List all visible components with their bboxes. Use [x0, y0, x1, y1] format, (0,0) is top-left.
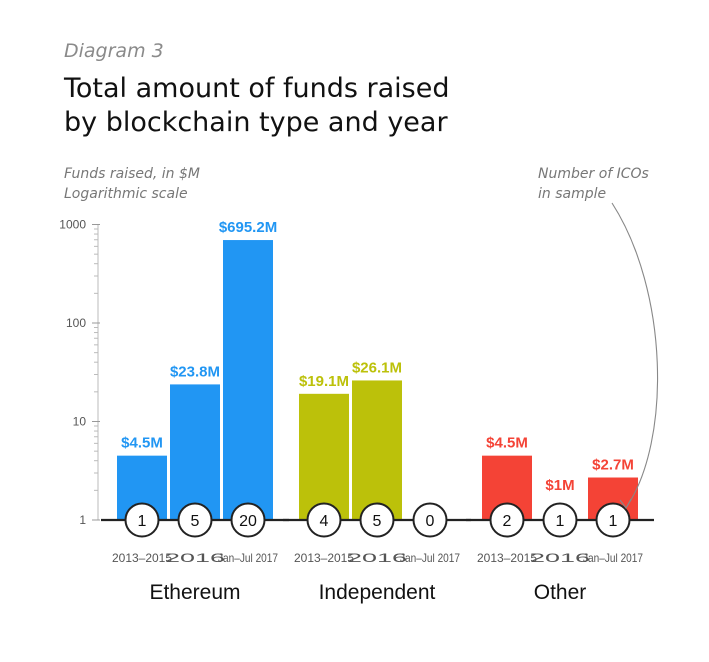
ico-count-label: 1 — [609, 513, 618, 530]
x-category-label: 2016 — [165, 551, 226, 565]
bar-value-label: $2.7M — [592, 457, 634, 474]
ico-count-label: 5 — [373, 513, 382, 530]
labels: $4.5M 2013–2015 $23.8M 2016 $695.2M Jan–Jul 2… — [112, 219, 643, 604]
ico-count-label: 1 — [138, 513, 147, 530]
bar-value-label: $4.5M — [121, 435, 163, 452]
group-name-label: Ethereum — [149, 581, 240, 604]
chart-title: Total amount of funds raised by blockcha… — [64, 72, 664, 140]
y-axis-scale-note: Logarithmic scale — [64, 186, 188, 202]
annotation-arrow — [611, 202, 659, 509]
y-tick-label: 10 — [73, 415, 87, 429]
ico-count-label: 0 — [426, 513, 435, 530]
ico-count-label: 1 — [556, 513, 565, 530]
bar-value-label: $1M — [545, 477, 574, 494]
bar — [352, 380, 402, 520]
bar-value-label: $26.1M — [352, 359, 402, 376]
ico-count-markers: 1 5 20 4 5 0 2 1 1 — [124, 502, 631, 538]
ico-count-circle — [230, 502, 266, 538]
y-axis-note: Funds raised, in $M Logarithmic scale — [64, 164, 200, 204]
diagram-number: Diagram 3 — [64, 40, 164, 62]
ico-count-label: 4 — [320, 513, 329, 530]
ico-count-circle — [595, 502, 631, 538]
ico-count-circle — [124, 502, 160, 538]
x-category-label: 2016 — [347, 551, 408, 565]
ico-count-label: 20 — [239, 513, 257, 530]
ico-count-annotation-line-1: Number of ICOs — [538, 166, 649, 182]
chart-title-line-2: by blockchain type and year — [64, 107, 448, 138]
ico-count-circle — [306, 502, 342, 538]
x-category-label: 2013–2015 — [294, 551, 354, 565]
x-category-label: Jan–Jul 2017 — [583, 551, 643, 565]
chart-title-line-1: Total amount of funds raised — [64, 73, 450, 104]
x-category-label: 2016 — [530, 551, 591, 565]
ico-count-circle — [177, 502, 213, 538]
ico-count-circle — [412, 502, 448, 538]
ico-count-circle — [542, 502, 578, 538]
bar — [299, 393, 349, 520]
ico-count-circle — [489, 502, 525, 538]
bar — [170, 384, 220, 520]
x-category-label: 2013–2015 — [112, 551, 172, 565]
bar-value-label: $695.2M — [219, 219, 277, 236]
y-tick-label: 100 — [66, 316, 86, 330]
bar-value-label: $4.5M — [486, 435, 528, 452]
ico-count-circle — [359, 502, 395, 538]
x-category-label: 2013–2015 — [477, 551, 537, 565]
group-name-label: Other — [534, 581, 587, 604]
y-tick-label: 1 — [79, 513, 86, 527]
ico-count-annotation-line-2: in sample — [538, 186, 607, 202]
x-category-label: Jan–Jul 2017 — [400, 551, 460, 565]
group-name-label: Independent — [319, 581, 436, 604]
ico-count-annotation: Number of ICOs in sample — [538, 164, 649, 204]
ico-count-label: 5 — [191, 513, 200, 530]
y-tick-label: 1000 — [59, 218, 86, 232]
annotation-arrowhead — [619, 498, 632, 510]
bar — [223, 240, 273, 520]
y-axis-unit: Funds raised, in $M — [64, 166, 200, 182]
bar-value-label: $19.1M — [299, 373, 349, 390]
ico-count-label: 2 — [503, 513, 512, 530]
x-category-label: Jan–Jul 2017 — [218, 551, 278, 565]
y-axis: 1 10 100 1000 — [59, 218, 100, 527]
bar-value-label: $23.8M — [170, 363, 220, 380]
